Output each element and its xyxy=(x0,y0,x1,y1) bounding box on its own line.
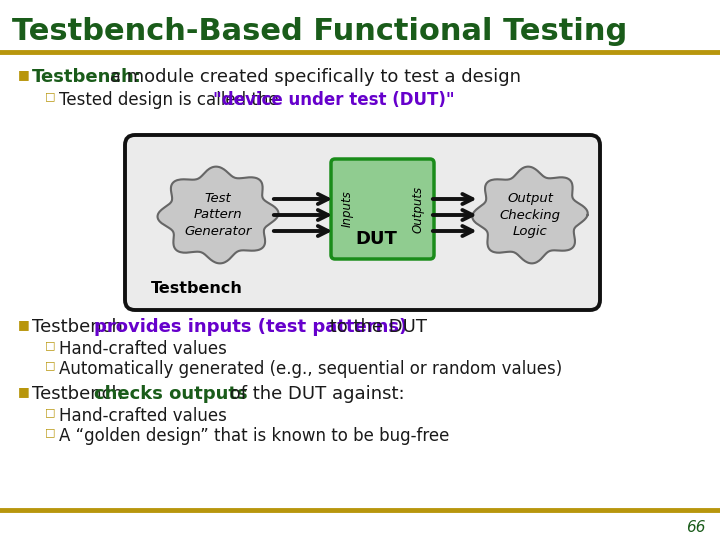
Text: Outputs: Outputs xyxy=(412,185,425,233)
Text: ■: ■ xyxy=(18,68,30,81)
Text: of the DUT against:: of the DUT against: xyxy=(224,385,405,403)
Polygon shape xyxy=(472,167,588,264)
Text: Testbench: Testbench xyxy=(151,281,243,296)
Text: Hand-crafted values: Hand-crafted values xyxy=(59,407,227,425)
Text: Automatically generated (e.g., sequential or random values): Automatically generated (e.g., sequentia… xyxy=(59,360,562,378)
Text: Testbench-Based Functional Testing: Testbench-Based Functional Testing xyxy=(12,17,627,46)
Text: □: □ xyxy=(45,360,55,370)
Text: Testbench:: Testbench: xyxy=(32,68,142,86)
Text: 66: 66 xyxy=(686,521,706,536)
Text: DUT: DUT xyxy=(356,230,397,248)
FancyBboxPatch shape xyxy=(125,135,600,310)
Text: provides inputs (test patterns): provides inputs (test patterns) xyxy=(94,318,408,336)
Text: □: □ xyxy=(45,340,55,350)
Text: A “golden design” that is known to be bug-free: A “golden design” that is known to be bu… xyxy=(59,427,449,445)
Text: □: □ xyxy=(45,407,55,417)
Text: a module created specifically to test a design: a module created specifically to test a … xyxy=(104,68,521,86)
Text: □: □ xyxy=(45,427,55,437)
Text: Testbench: Testbench xyxy=(32,318,129,336)
Text: "device under test (DUT)": "device under test (DUT)" xyxy=(213,91,454,109)
FancyBboxPatch shape xyxy=(331,159,434,259)
Text: □: □ xyxy=(45,91,55,101)
Text: Output
Checking
Logic: Output Checking Logic xyxy=(500,192,560,238)
Text: Inputs: Inputs xyxy=(341,191,354,227)
Text: checks outputs: checks outputs xyxy=(94,385,248,403)
Text: Test
Pattern
Generator: Test Pattern Generator xyxy=(184,192,252,238)
Text: Tested design is called the: Tested design is called the xyxy=(59,91,284,109)
Polygon shape xyxy=(158,167,279,264)
Text: to the DUT: to the DUT xyxy=(324,318,427,336)
Text: ■: ■ xyxy=(18,385,30,398)
Text: Hand-crafted values: Hand-crafted values xyxy=(59,340,227,358)
Text: Testbench: Testbench xyxy=(32,385,129,403)
Text: ■: ■ xyxy=(18,318,30,331)
